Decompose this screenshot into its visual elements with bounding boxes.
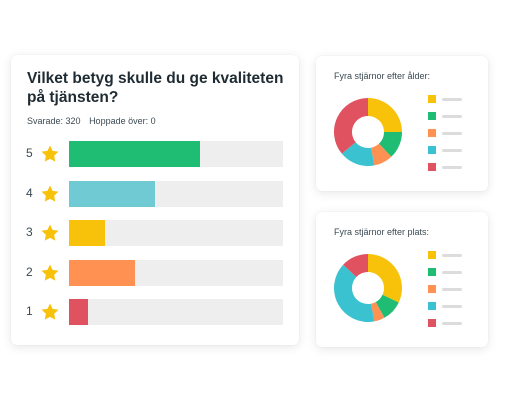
bar-track: [69, 259, 283, 286]
bar-2-stars: [69, 259, 136, 286]
rating-label: 2: [26, 264, 33, 279]
age-chart-title: Fyra stjärnor efter ålder:: [334, 71, 431, 81]
place-slice-4: [334, 264, 375, 322]
rating-question-card: Vilket betyg skulle du ge kvaliteten på …: [11, 55, 299, 345]
age-slice-4: [341, 142, 375, 166]
legend-label-placeholder: [442, 166, 462, 169]
age-slice-5: [334, 98, 368, 154]
age-slice-3: [370, 143, 392, 166]
legend-swatch: [428, 146, 436, 154]
rating-label: 3: [26, 225, 33, 239]
legend-swatch: [428, 251, 436, 259]
bar-track: [69, 220, 283, 246]
bar-track: [69, 299, 283, 325]
star-icon: [41, 185, 59, 202]
star-icon: [41, 303, 59, 320]
bar-5-stars: [69, 141, 200, 167]
place-slice-3: [370, 302, 385, 322]
legend-label-placeholder: [442, 322, 462, 325]
bar-3-stars: [69, 220, 106, 246]
rating-row-1: 1: [11, 299, 299, 325]
legend-label-placeholder: [442, 288, 462, 291]
answered-count: Svarade: 320: [27, 116, 81, 126]
rating-row-2: 2: [11, 259, 299, 286]
skipped-count: Hoppade över: 0: [89, 116, 156, 126]
star-icon: [41, 264, 59, 281]
star-icon: [41, 224, 59, 241]
legend-label-placeholder: [442, 98, 462, 101]
age-breakdown-card: Fyra stjärnor efter ålder:: [316, 56, 488, 191]
rating-label: 1: [26, 304, 33, 318]
legend-label-placeholder: [442, 132, 462, 135]
place-slice-2: [375, 294, 399, 318]
response-stats: Svarade: 320 Hoppade över: 0: [27, 116, 156, 126]
place-breakdown-card: Fyra stjärnor efter plats:: [316, 212, 488, 347]
place-chart-title: Fyra stjärnor efter plats:: [334, 227, 430, 237]
age-slice-2: [378, 132, 402, 157]
rating-label: 5: [26, 146, 33, 160]
legend-label-placeholder: [442, 115, 462, 118]
rating-row-3: 3: [11, 220, 299, 246]
question-title: Vilket betyg skulle du ge kvaliteten på …: [27, 70, 284, 106]
bar-track: [69, 180, 283, 207]
place-donut-chart: [334, 254, 402, 322]
legend-swatch: [428, 319, 436, 327]
bar-track: [69, 141, 283, 167]
rating-row-5: 5: [11, 141, 299, 167]
age-slice-1: [368, 98, 402, 132]
legend-label-placeholder: [442, 271, 462, 274]
legend-swatch: [428, 302, 436, 310]
legend-swatch: [428, 112, 436, 120]
rating-label: 4: [26, 185, 33, 200]
place-slice-1: [368, 254, 402, 303]
star-icon: [41, 145, 59, 162]
legend-swatch: [428, 129, 436, 137]
legend-swatch: [428, 163, 436, 171]
legend-label-placeholder: [442, 149, 462, 152]
place-slice-5: [343, 254, 368, 278]
legend-swatch: [428, 95, 436, 103]
legend-swatch: [428, 268, 436, 276]
bar-1-stars: [69, 299, 89, 325]
legend-label-placeholder: [442, 254, 462, 257]
rating-row-4: 4: [11, 180, 299, 207]
legend-label-placeholder: [442, 305, 462, 308]
legend-swatch: [428, 285, 436, 293]
bar-4-stars: [69, 180, 155, 207]
age-donut-chart: [334, 98, 402, 166]
